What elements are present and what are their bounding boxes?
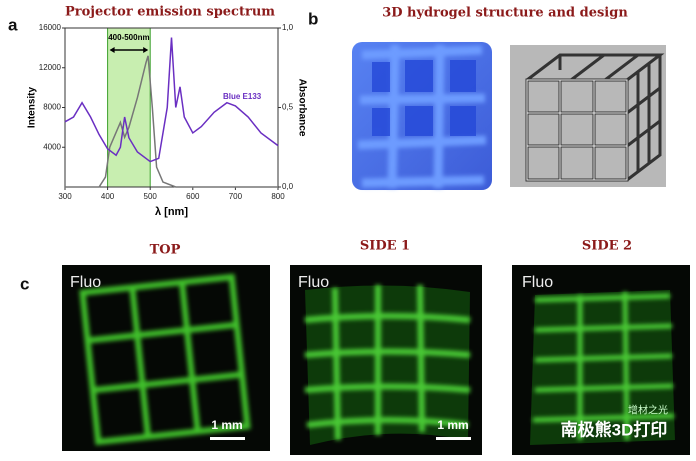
y-tick-label: 16000	[39, 23, 62, 32]
fluo-label: Fluo	[70, 274, 101, 291]
fluo-side2: Fluo 增材之光 南极熊3D打印	[512, 265, 690, 455]
x-tick-label: 600	[186, 192, 200, 201]
fluo-top: Fluo 1 mm	[62, 265, 270, 451]
plot-frame	[64, 27, 279, 188]
series-line	[64, 37, 279, 163]
panel-label: a	[8, 15, 18, 34]
y2-tick-label: 1,0	[282, 23, 294, 32]
panel-label: b	[308, 9, 318, 28]
y-axis-label: Intensity	[27, 87, 38, 129]
fluo-label: Fluo	[522, 274, 553, 291]
x-tick-label: 300	[58, 192, 72, 201]
x-tick-label: 800	[271, 192, 285, 201]
y-tick-label: 8000	[43, 103, 61, 112]
panel-title: 3D hydrogel structure and design	[382, 6, 628, 21]
band-label: 400-500nm	[108, 33, 149, 42]
x-axis-label: λ [nm]	[155, 206, 188, 218]
view-title: SIDE 2	[582, 239, 632, 254]
fluo-side1: Fluo 1 mm	[290, 265, 482, 455]
view-title: TOP	[150, 243, 181, 258]
panel-label: c	[20, 274, 29, 293]
y-tick-label: 4000	[43, 142, 61, 151]
y-tick-label: 12000	[39, 63, 62, 72]
x-tick-label: 400	[101, 192, 115, 201]
scale-label: 1 mm	[211, 418, 242, 432]
fluo-label: Fluo	[298, 274, 329, 291]
watermark-small: 增材之光	[628, 404, 668, 417]
x-tick-label: 700	[229, 192, 243, 201]
watermark: 南极熊3D打印	[561, 419, 668, 439]
cad-render	[510, 45, 666, 187]
y2-tick-label: 0,5	[282, 103, 294, 112]
series-line	[65, 55, 278, 188]
scale-label: 1 mm	[437, 418, 468, 432]
legend-label: Blue E133	[223, 92, 262, 101]
chart: 400-500nm 300 400 500 600 700 800 4000 8000 12000…	[27, 23, 308, 218]
x-tick-label: 500	[144, 192, 158, 201]
y2-tick-label: 0,0	[282, 182, 294, 191]
chart-title: Projector emission spectrum	[65, 5, 275, 20]
y2-axis-label: Absorbance	[296, 79, 307, 137]
view-title: SIDE 1	[360, 239, 410, 254]
hydrogel-photo	[352, 42, 492, 190]
